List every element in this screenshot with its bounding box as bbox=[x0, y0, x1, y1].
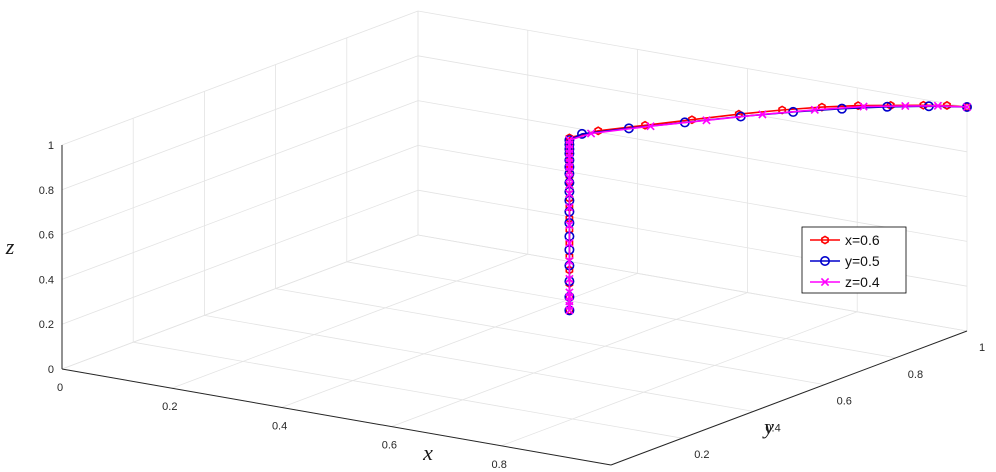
data-point bbox=[565, 221, 574, 230]
data-point bbox=[943, 100, 951, 110]
z-tick-label: 0.4 bbox=[39, 274, 54, 286]
grid-line bbox=[417, 55, 968, 153]
grid-line bbox=[204, 315, 754, 412]
z-tick-label: 0.8 bbox=[39, 185, 54, 197]
grid-line bbox=[346, 261, 896, 359]
y-tick-label: 1 bbox=[979, 342, 985, 354]
data-point bbox=[933, 101, 943, 111]
x-tick-label: 0.6 bbox=[382, 440, 397, 452]
series-line bbox=[568, 105, 968, 311]
data-point bbox=[962, 102, 972, 112]
data-point bbox=[758, 110, 767, 119]
y-tick-label: 0.6 bbox=[837, 396, 852, 408]
z-axis-label: z bbox=[5, 234, 15, 259]
grid-line bbox=[61, 100, 419, 235]
series-line bbox=[568, 104, 968, 311]
legend: x=0.6 y=0.5 z=0.4 bbox=[801, 226, 907, 294]
grid-line bbox=[417, 145, 968, 242]
data-point bbox=[594, 126, 603, 136]
grid-line bbox=[417, 234, 968, 332]
y-tick-label: 0.2 bbox=[694, 449, 709, 461]
data-point bbox=[565, 189, 574, 199]
grid-line bbox=[281, 273, 638, 408]
data-point bbox=[565, 238, 574, 248]
data-point bbox=[565, 288, 574, 297]
legend-box bbox=[801, 226, 907, 294]
y-tick-label: 0.8 bbox=[908, 369, 923, 381]
z-tick-label: 0 bbox=[48, 364, 54, 376]
x-axis-line bbox=[61, 368, 612, 466]
grid-line bbox=[61, 55, 419, 191]
legend-label: x=0.6 bbox=[845, 232, 880, 248]
series-3 bbox=[565, 101, 972, 315]
data-point bbox=[565, 173, 574, 183]
grid-layer bbox=[61, 10, 968, 466]
legend-entry: z=0.4 bbox=[810, 274, 880, 290]
data-point bbox=[702, 116, 711, 125]
y-tick-label: 0.4 bbox=[765, 422, 780, 434]
data-point bbox=[901, 101, 910, 111]
legend-marker bbox=[819, 255, 830, 266]
series-2 bbox=[564, 101, 972, 316]
data-point bbox=[565, 274, 574, 284]
x-tick-label: 0.8 bbox=[492, 459, 507, 471]
grid-line bbox=[61, 189, 419, 325]
data-point bbox=[859, 102, 868, 111]
z-tick-label: 0.2 bbox=[39, 319, 54, 331]
axis-layer bbox=[61, 145, 968, 466]
data-point bbox=[688, 115, 696, 125]
x-tick-label: 0 bbox=[57, 382, 63, 394]
y-axis-line bbox=[610, 330, 968, 466]
data-point bbox=[565, 256, 574, 266]
series-1 bbox=[565, 100, 971, 315]
grid-line bbox=[501, 311, 858, 447]
x-axis-label: x bbox=[422, 440, 433, 465]
z-tick-label: 0.6 bbox=[39, 230, 54, 242]
grid-line bbox=[61, 234, 419, 370]
grid-line bbox=[171, 253, 528, 389]
legend-entry: x=0.6 bbox=[810, 232, 880, 248]
grid-line bbox=[275, 288, 825, 385]
data-point bbox=[565, 203, 574, 212]
data-point bbox=[586, 129, 596, 138]
data-point bbox=[646, 122, 655, 131]
data-point bbox=[810, 105, 819, 114]
x-tick-label: 0.4 bbox=[272, 420, 287, 432]
series-layer bbox=[564, 100, 972, 316]
grid-line bbox=[391, 292, 748, 427]
data-point bbox=[565, 135, 574, 145]
legend-label: y=0.5 bbox=[845, 253, 880, 269]
y-axis-label: y bbox=[762, 414, 774, 439]
legend-marker bbox=[820, 277, 830, 287]
x-tick-label: 0.2 bbox=[162, 401, 177, 413]
grid-line bbox=[417, 10, 968, 108]
legend-entry: y=0.5 bbox=[810, 253, 880, 269]
grid-line bbox=[133, 341, 683, 439]
grid-line bbox=[61, 145, 419, 280]
tick-labels: 00.20.40.60.8100.20.40.60.8100.20.40.60.… bbox=[39, 140, 985, 471]
legend-entries: x=0.6 y=0.5 z=0.4 bbox=[810, 232, 880, 290]
legend-marker bbox=[821, 235, 829, 245]
z-tick-label: 1 bbox=[48, 140, 54, 152]
legend-label: z=0.4 bbox=[845, 274, 880, 290]
series-line bbox=[568, 104, 968, 311]
grid-line bbox=[61, 10, 419, 146]
data-point bbox=[565, 180, 574, 190]
data-point bbox=[577, 128, 588, 139]
grid-line bbox=[417, 100, 968, 197]
